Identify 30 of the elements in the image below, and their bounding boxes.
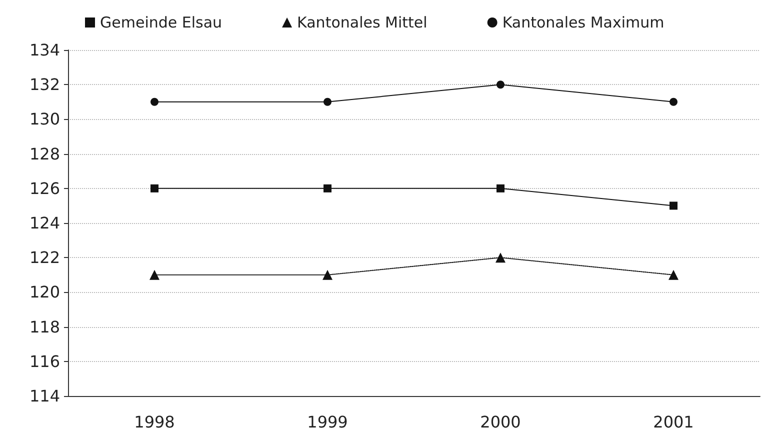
y-tick-label: 134 [29, 40, 60, 60]
legend-label: Kantonales Mittel [297, 14, 428, 32]
y-tick-label: 122 [29, 248, 60, 268]
point [496, 184, 504, 192]
x-tick-label: 2001 [653, 412, 694, 432]
y-tick-label: 130 [29, 110, 60, 129]
point [324, 98, 332, 106]
y-tick-label: 128 [29, 144, 60, 164]
point [150, 98, 158, 106]
point [150, 184, 158, 192]
point [670, 202, 678, 210]
point [324, 184, 332, 192]
point [322, 270, 332, 280]
y-tick-label: 126 [29, 178, 60, 198]
y-tick-label: 124 [29, 214, 60, 232]
point [670, 98, 678, 106]
point [496, 80, 504, 89]
x-tick-label: 1998 [134, 412, 175, 432]
legend-label: Gemeinde Elsau [100, 14, 222, 32]
point [150, 270, 160, 280]
point [496, 252, 506, 263]
y-tick-label: 116 [29, 352, 60, 371]
x-tick-label: 2000 [480, 412, 521, 432]
point [668, 270, 678, 280]
legend-label: Kantonales Maximum [502, 14, 664, 32]
y-tick-label: 118 [29, 317, 60, 336]
y-tick-label: 120 [29, 282, 60, 302]
y-tick-label: 132 [29, 75, 60, 94]
x-tick-label: 1999 [307, 412, 348, 432]
y-tick-label: 114 [29, 386, 60, 406]
